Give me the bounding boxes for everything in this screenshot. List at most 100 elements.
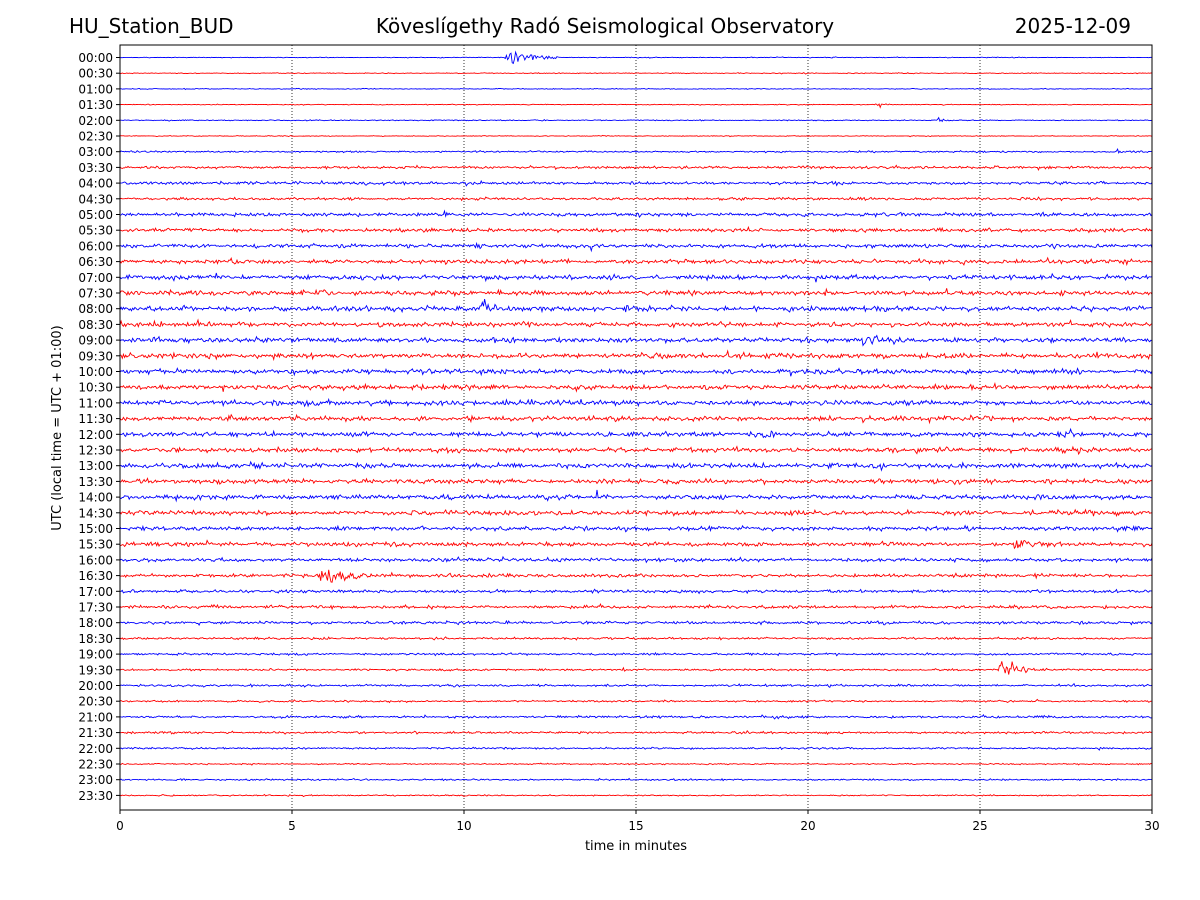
ytick-label-1800: 18:00 bbox=[78, 616, 113, 630]
trace-0330 bbox=[119, 164, 1153, 172]
ytick-label-1030: 10:30 bbox=[78, 381, 113, 395]
ytick-label-1000: 10:00 bbox=[78, 365, 113, 379]
trace-2330 bbox=[119, 793, 1153, 798]
trace-1430 bbox=[119, 508, 1153, 518]
trace-0630 bbox=[119, 256, 1153, 267]
ytick-label-0430: 04:30 bbox=[78, 192, 113, 206]
ytick-label-0400: 04:00 bbox=[78, 177, 113, 191]
trace-1930 bbox=[119, 661, 1153, 675]
trace-1500 bbox=[119, 524, 1153, 533]
ytick-label-1400: 14:00 bbox=[78, 491, 113, 505]
y-axis-label: UTC (local time = UTC + 01:00) bbox=[50, 325, 65, 530]
ytick-label-2330: 23:30 bbox=[78, 789, 113, 803]
trace-0300 bbox=[119, 147, 1152, 154]
ytick-label-0230: 02:30 bbox=[78, 130, 113, 144]
trace-2030 bbox=[119, 698, 1153, 704]
station-name: HU_Station_BUD bbox=[69, 14, 234, 38]
trace-1530 bbox=[119, 539, 1153, 550]
trace-1630 bbox=[119, 569, 1153, 583]
trace-1200 bbox=[119, 427, 1153, 439]
ytick-label-2230: 22:30 bbox=[78, 758, 113, 772]
ytick-label-0800: 08:00 bbox=[78, 302, 113, 316]
ytick-label-2030: 20:30 bbox=[78, 695, 113, 709]
ytick-label-2200: 22:00 bbox=[78, 742, 113, 756]
trace-2130 bbox=[120, 730, 1153, 736]
trace-1000 bbox=[119, 367, 1153, 377]
trace-1830 bbox=[119, 636, 1153, 641]
ytick-label-0200: 02:00 bbox=[78, 114, 113, 128]
trace-2230 bbox=[119, 762, 1153, 766]
trace-0200 bbox=[120, 116, 1153, 123]
ytick-label-1430: 14:30 bbox=[78, 506, 113, 520]
seismogram-traces bbox=[119, 50, 1153, 798]
trace-0000 bbox=[119, 50, 1153, 65]
ytick-label-1700: 17:00 bbox=[78, 585, 113, 599]
ytick-label-0130: 01:30 bbox=[78, 98, 113, 112]
ytick-label-1530: 15:30 bbox=[78, 538, 113, 552]
ytick-label-0630: 06:30 bbox=[78, 255, 113, 269]
trace-2000 bbox=[119, 682, 1153, 688]
chart-date: 2025-12-09 bbox=[1014, 14, 1131, 38]
ytick-label-0700: 07:00 bbox=[78, 271, 113, 285]
trace-0930 bbox=[119, 349, 1152, 362]
ytick-label-1900: 19:00 bbox=[78, 648, 113, 662]
trace-1800 bbox=[119, 619, 1153, 627]
trace-1230 bbox=[119, 445, 1153, 456]
trace-0430 bbox=[119, 196, 1153, 202]
trace-1030 bbox=[119, 382, 1153, 393]
trace-1600 bbox=[119, 555, 1153, 564]
xtick-label-30: 30 bbox=[1144, 819, 1159, 833]
trace-0800 bbox=[119, 299, 1153, 314]
trace-0100 bbox=[119, 87, 1153, 91]
trace-0130 bbox=[119, 103, 1153, 109]
trace-0830 bbox=[119, 318, 1153, 329]
ytick-label-2300: 23:00 bbox=[78, 773, 113, 787]
ytick-label-1830: 18:30 bbox=[78, 632, 113, 646]
trace-1700 bbox=[119, 588, 1153, 595]
grid-lines bbox=[291, 45, 981, 810]
ytick-label-0900: 09:00 bbox=[78, 334, 113, 348]
trace-0230 bbox=[119, 134, 1153, 138]
ytick-label-1230: 12:30 bbox=[78, 444, 113, 458]
trace-1900 bbox=[119, 651, 1153, 657]
ytick-label-2100: 21:00 bbox=[78, 710, 113, 724]
trace-0530 bbox=[119, 225, 1153, 234]
xtick-label-0: 0 bbox=[116, 819, 124, 833]
trace-0500 bbox=[119, 209, 1153, 219]
ytick-label-0930: 09:30 bbox=[78, 349, 113, 363]
ytick-label-0300: 03:00 bbox=[78, 145, 113, 159]
ytick-label-1630: 16:30 bbox=[78, 569, 113, 583]
trace-1400 bbox=[119, 489, 1153, 503]
ytick-label-0730: 07:30 bbox=[78, 287, 113, 301]
ytick-label-0600: 06:00 bbox=[78, 239, 113, 253]
ytick-label-1500: 15:00 bbox=[78, 522, 113, 536]
xtick-label-10: 10 bbox=[456, 819, 471, 833]
xtick-label-5: 5 bbox=[288, 819, 296, 833]
trace-1730 bbox=[119, 602, 1153, 611]
trace-1130 bbox=[119, 413, 1153, 425]
x-axis-label: time in minutes bbox=[585, 839, 687, 854]
x-axis-ticks: 0 5 10 15 20 25 30 bbox=[116, 810, 1160, 833]
trace-2300 bbox=[119, 777, 1153, 782]
ytick-label-1300: 13:00 bbox=[78, 459, 113, 473]
ytick-label-2000: 20:00 bbox=[78, 679, 113, 693]
trace-1100 bbox=[119, 397, 1153, 408]
ytick-label-0030: 00:30 bbox=[78, 67, 113, 81]
ytick-label-2130: 21:30 bbox=[78, 726, 113, 740]
ytick-label-1200: 12:00 bbox=[78, 428, 113, 442]
trace-0700 bbox=[119, 272, 1153, 283]
trace-0030 bbox=[119, 72, 1152, 75]
xtick-label-15: 15 bbox=[628, 819, 643, 833]
ytick-label-0330: 03:30 bbox=[78, 161, 113, 175]
ytick-label-0000: 00:00 bbox=[78, 51, 113, 65]
ytick-label-0830: 08:30 bbox=[78, 318, 113, 332]
trace-0400 bbox=[119, 179, 1153, 187]
trace-2100 bbox=[119, 713, 1153, 720]
ytick-label-1100: 11:00 bbox=[78, 396, 113, 410]
ytick-label-0500: 05:00 bbox=[78, 208, 113, 222]
ytick-label-1930: 19:30 bbox=[78, 663, 113, 677]
ytick-label-1730: 17:30 bbox=[78, 601, 113, 615]
xtick-label-25: 25 bbox=[972, 819, 987, 833]
